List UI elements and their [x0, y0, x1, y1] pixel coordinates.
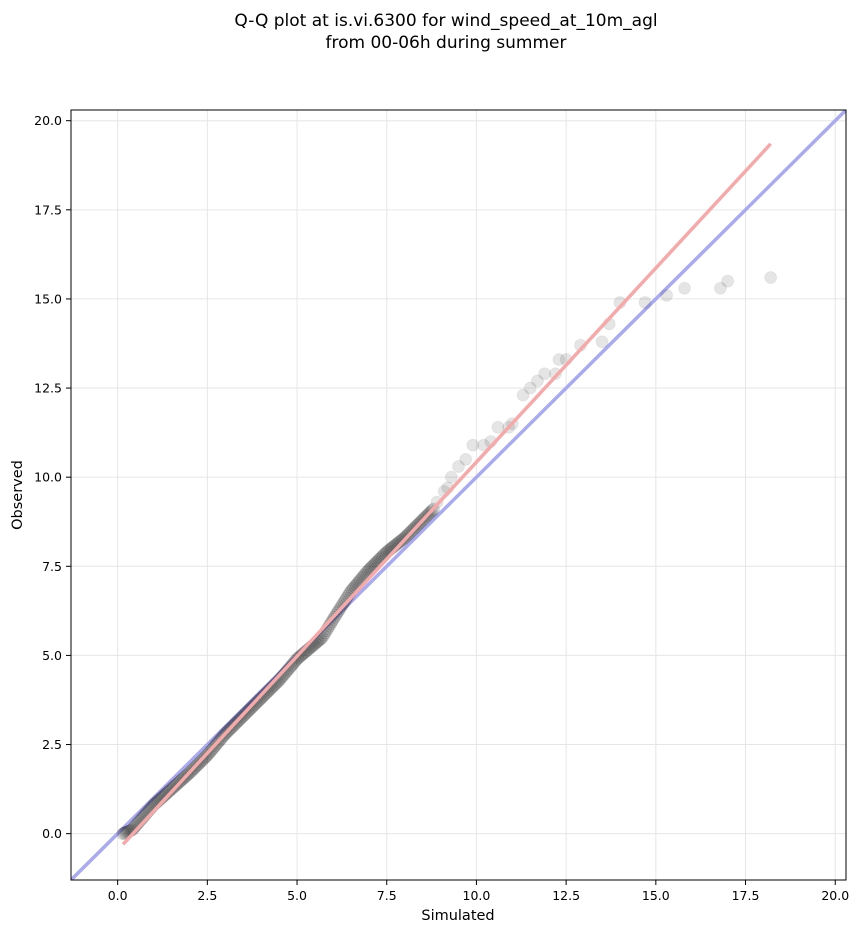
grid [71, 110, 846, 880]
x-tick-label: 7.5 [377, 888, 397, 903]
x-tick-label: 10.0 [463, 888, 491, 903]
qq-point [530, 374, 544, 388]
qq-point [713, 281, 727, 295]
x-tick-label: 12.5 [552, 888, 580, 903]
qq-point [459, 452, 473, 466]
qq-point [491, 420, 505, 434]
qq-point [291, 651, 305, 665]
y-axis: 0.0 2.5 5.0 7.5 10.0 12.5 15.0 17.5 20.0 [34, 113, 71, 841]
y-tick-label: 15.0 [34, 291, 62, 306]
y-tick-label: 0.0 [42, 826, 62, 841]
identity-line [71, 110, 846, 880]
qq-point [252, 694, 266, 708]
chart-title-line2: from 00-06h during summer [326, 33, 567, 53]
x-axis: 0.0 2.5 5.0 7.5 10.0 12.5 15.0 17.5 20.0 [108, 880, 849, 903]
qq-point [548, 367, 562, 381]
qq-point [394, 534, 408, 548]
qq-point [393, 535, 407, 549]
plot-area [71, 110, 846, 880]
fit-line [121, 142, 772, 846]
x-tick-label: 0.0 [108, 888, 128, 903]
qq-point [538, 367, 552, 381]
chart-title-line1: Q-Q plot at is.vi.6300 for wind_speed_at… [234, 11, 657, 31]
plot-frame [70, 109, 847, 881]
x-tick-label: 17.5 [732, 888, 760, 903]
qq-point [117, 826, 131, 840]
qq-point [477, 438, 491, 452]
qq-point [721, 274, 735, 288]
y-tick-label: 2.5 [42, 737, 62, 752]
y-tick-label: 12.5 [34, 381, 62, 396]
qq-point [292, 650, 306, 664]
qq-point [466, 438, 480, 452]
qq-point [325, 615, 339, 629]
qq-point [287, 656, 301, 670]
qq-point [253, 692, 267, 706]
qq-point [764, 271, 778, 285]
x-tick-label: 15.0 [642, 888, 670, 903]
qq-point [290, 653, 304, 667]
y-tick-label: 20.0 [34, 113, 62, 128]
qq-point [337, 595, 351, 609]
qq-point [163, 783, 177, 797]
x-tick-label: 20.0 [821, 888, 849, 903]
qq-point [452, 459, 465, 473]
x-tick-label: 5.0 [287, 888, 307, 903]
data-points [116, 271, 778, 841]
qq-point [444, 470, 458, 484]
x-axis-label: Simulated [421, 908, 494, 924]
x-tick-label: 2.5 [197, 888, 217, 903]
qq-point [162, 784, 176, 798]
qq-point [638, 296, 652, 309]
y-axis-label: Observed [10, 460, 26, 530]
qq-point [516, 388, 530, 402]
y-tick-label: 7.5 [42, 559, 62, 574]
y-tick-label: 5.0 [42, 648, 62, 663]
qq-point [116, 827, 130, 841]
qq-point [256, 690, 270, 704]
qq-point [660, 288, 674, 302]
qq-point [288, 654, 302, 668]
qq-point [552, 353, 566, 367]
qq-point [250, 695, 264, 709]
qq-point [678, 281, 692, 295]
qq-point [285, 657, 299, 671]
y-tick-label: 17.5 [34, 202, 62, 217]
qq-point [595, 335, 609, 349]
y-tick-label: 10.0 [34, 470, 62, 485]
qq-point [254, 691, 268, 705]
qq-point [523, 381, 537, 395]
